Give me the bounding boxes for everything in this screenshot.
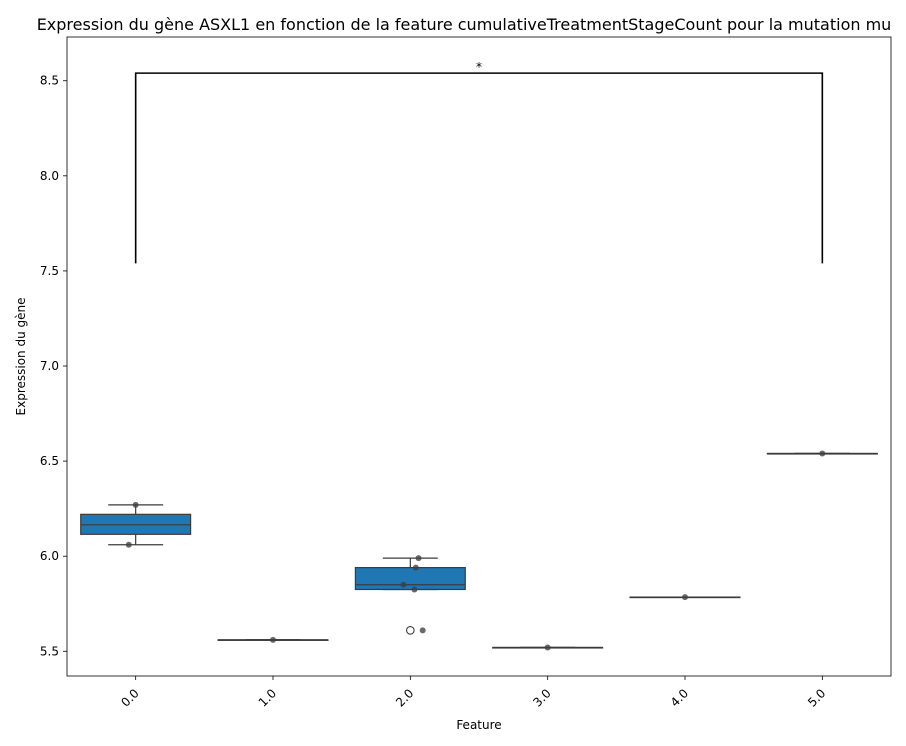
data-point (544, 644, 551, 651)
y-tick-label: 8.5 (40, 74, 59, 88)
y-axis-label: Expression du gène (14, 298, 28, 416)
x-tick-label: 4.0 (668, 686, 691, 709)
x-tick-label: 5.0 (805, 686, 828, 709)
y-tick-label: 6.5 (40, 454, 59, 468)
data-point (819, 450, 826, 457)
box-body (354, 566, 466, 591)
data-point (682, 594, 688, 601)
x-tick-label: 1.0 (256, 686, 279, 709)
significance-label: * (476, 60, 482, 74)
data-point (415, 555, 422, 562)
data-point (270, 636, 276, 643)
chart-title: Expression du gène ASXL1 en fonction de … (37, 15, 892, 34)
y-tick-label: 5.5 (40, 644, 59, 658)
x-axis-label: Feature (456, 718, 501, 732)
y-tick-label: 8.0 (40, 169, 59, 183)
y-tick-label: 7.0 (40, 359, 59, 373)
y-tick-label: 7.5 (40, 264, 59, 278)
data-point (125, 541, 132, 548)
data-point (400, 581, 407, 588)
x-tick-label: 2.0 (393, 686, 416, 709)
plot-frame (66, 36, 892, 677)
data-point (411, 586, 418, 593)
data-point (419, 627, 426, 634)
data-point (412, 564, 419, 571)
x-tick-label: 3.0 (530, 686, 553, 709)
data-point (132, 501, 139, 508)
x-tick-label: 0.0 (118, 686, 141, 709)
y-tick-label: 6.0 (40, 549, 59, 563)
outlier-marker (405, 626, 415, 635)
significance-bracket (134, 72, 824, 264)
